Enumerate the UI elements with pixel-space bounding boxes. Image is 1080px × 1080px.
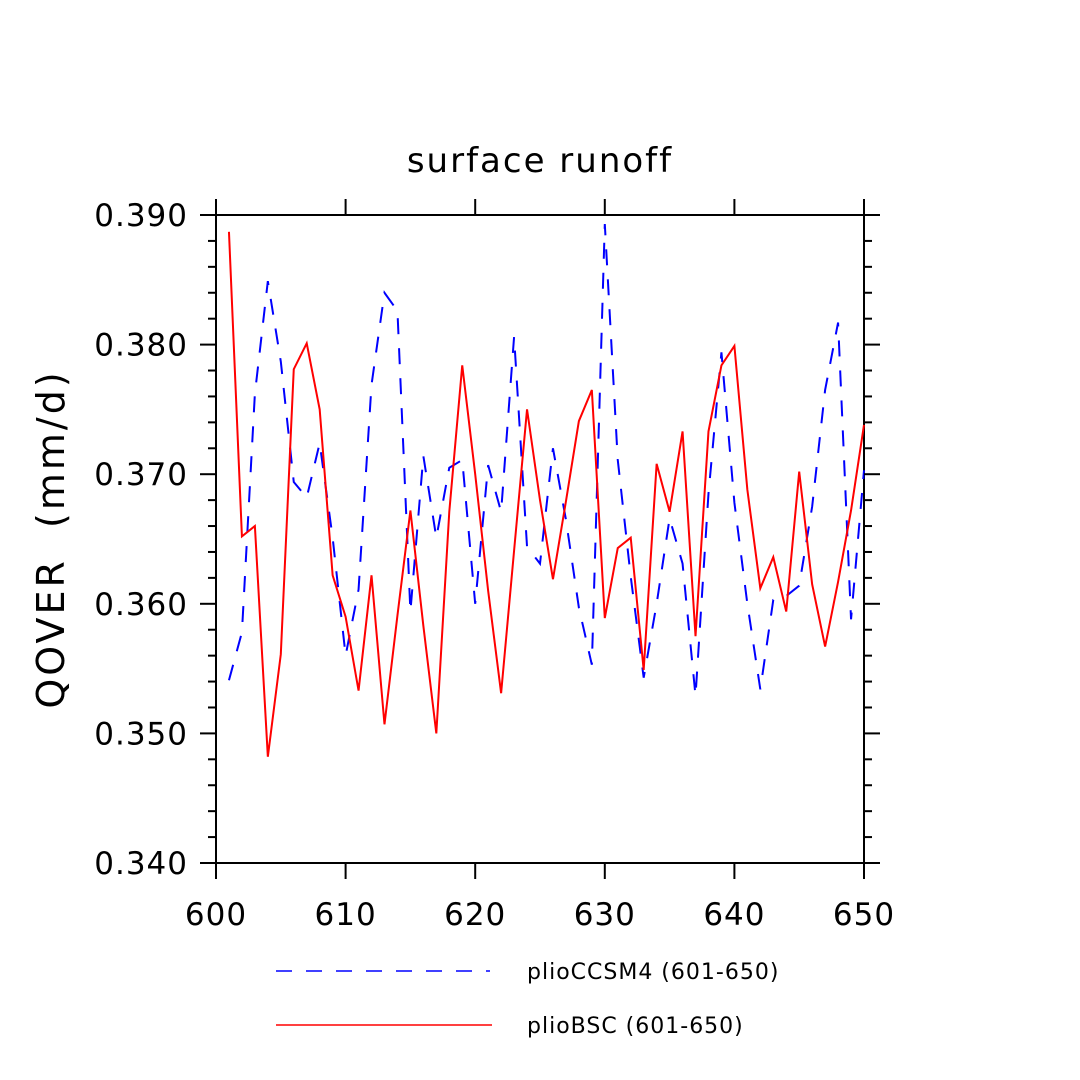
series-line-0: [227, 224, 865, 696]
y-tick-label: 0.350: [94, 716, 188, 752]
y-axis-label: QOVER (mm/d): [29, 369, 73, 708]
tick-label-layer: 600 610 620 630 640 650 0.340 0.350 0.360 0.370 0.…: [94, 198, 895, 933]
legend-label-ccsm4: plioCCSM4 (601-650): [527, 960, 779, 985]
plot-area: 600 610 620 630 640 650 0.340 0.350 0.360 0.370 0.…: [94, 198, 895, 933]
x-tick-label: 650: [833, 897, 895, 933]
legend: plioCCSM4 (601-650) plioBSC (601-650): [276, 960, 779, 1039]
chart-title: surface runoff: [407, 141, 673, 181]
plot-frame: [215, 214, 865, 864]
tick-layer: [200, 199, 880, 879]
y-tick-label: 0.340: [94, 846, 188, 882]
series-layer: [227, 224, 865, 757]
y-tick-label: 0.380: [94, 328, 188, 364]
x-tick-label: 600: [185, 897, 247, 933]
series-line-1: [227, 231, 865, 757]
y-tick-label: 0.360: [94, 587, 188, 623]
y-tick-label: 0.390: [94, 198, 188, 234]
legend-label-bsc: plioBSC (601-650): [527, 1014, 744, 1039]
x-tick-label: 610: [315, 897, 377, 933]
y-tick-label: 0.370: [94, 457, 188, 493]
x-tick-label: 630: [574, 897, 636, 933]
x-tick-label: 640: [703, 897, 765, 933]
x-tick-label: 620: [444, 897, 506, 933]
